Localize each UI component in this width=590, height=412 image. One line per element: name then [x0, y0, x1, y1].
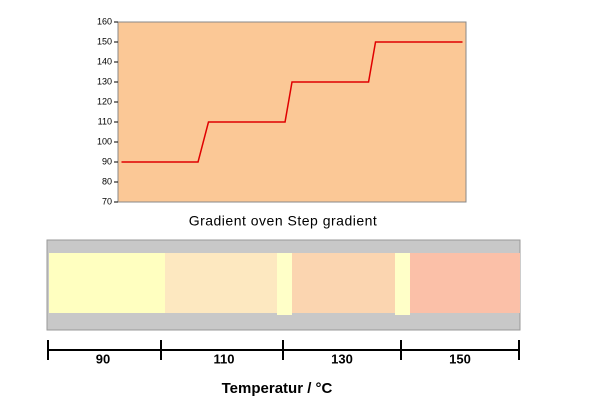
caption: Gradient oven Step gradient: [189, 213, 378, 229]
axis-label: Temperatur / °C: [222, 380, 333, 397]
zone-label: 150: [449, 351, 471, 366]
y-tick-label: 110: [98, 116, 112, 126]
y-tick-label: 140: [97, 56, 112, 66]
plot-area: [117, 21, 467, 203]
oven-zone: [165, 253, 277, 313]
oven-zone: [292, 253, 395, 313]
zone-label: 130: [331, 351, 353, 366]
zone-label: 90: [96, 351, 110, 366]
data-line: [121, 41, 463, 163]
oven-gap: [395, 253, 410, 315]
oven-zone: [49, 253, 165, 313]
y-tick-label: 80: [102, 176, 112, 186]
y-tick-label: 70: [102, 196, 112, 206]
y-tick-label: 130: [97, 76, 112, 86]
zone-label: 110: [214, 351, 235, 366]
y-tick-label: 160: [97, 16, 112, 26]
oven-gap: [277, 253, 292, 315]
y-tick-label: 100: [97, 136, 112, 146]
oven-zone: [410, 253, 520, 313]
y-tick-label: 150: [97, 36, 112, 46]
y-tick-label: 120: [97, 96, 112, 106]
y-tick-label: 90: [102, 156, 112, 166]
